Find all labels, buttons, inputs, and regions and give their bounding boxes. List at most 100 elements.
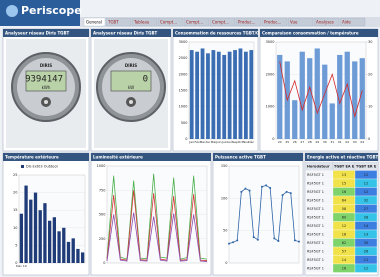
point <box>232 241 234 243</box>
panel-title: Puissance active TGBT <box>215 154 266 159</box>
gauge-brand: DIRIS <box>125 63 137 68</box>
y-tick-label: 500 <box>181 121 188 125</box>
y-tick-label: 3000 <box>266 40 275 44</box>
y-tick-label: 10 <box>13 226 17 230</box>
tab-label[interactable]: Compt... <box>160 20 177 25</box>
gauge-brand: DIRIS <box>40 63 52 68</box>
y-tick-label: 0 <box>185 137 187 141</box>
table-cell-text: RSF5GT 1 <box>307 267 324 271</box>
tab-label[interactable]: Produc... <box>238 20 255 25</box>
x-tick-label: Jan <box>188 140 194 144</box>
table-cell-text: RSF5GT 1 <box>307 190 324 194</box>
bar <box>233 50 237 139</box>
table-cell-text: 11 <box>364 258 368 262</box>
tab-label[interactable]: Analyses <box>316 20 334 25</box>
point <box>269 187 271 189</box>
point <box>249 190 251 192</box>
bar <box>206 53 210 139</box>
x-tick-label: 27 <box>300 140 304 144</box>
table-cell-text: 12 <box>364 190 368 194</box>
x-tick-label: 29 <box>315 140 319 144</box>
table-cell-text: 58 <box>342 207 346 211</box>
tab-label[interactable]: Vue <box>290 20 298 25</box>
panel-title: Consommation de ressources TGBT/Gaz <box>175 30 265 35</box>
logo-icon <box>6 5 18 17</box>
point <box>244 188 246 190</box>
y2-tick-label: 10 <box>368 105 372 109</box>
table-cell-text: RSF5GT 1 <box>307 233 324 237</box>
table-cell-text: 14 <box>364 224 369 228</box>
bar <box>277 55 282 139</box>
x-tick-label: Juil <box>221 140 227 144</box>
table-cell-text: 12 <box>364 182 368 186</box>
tab-label[interactable]: Produc... <box>264 20 281 25</box>
bar <box>29 200 32 263</box>
point <box>228 243 230 245</box>
y-tick-label: 150 <box>221 164 228 168</box>
x-tick-label: 24 <box>278 140 282 144</box>
table-cell-text: RSF5GT 1 <box>307 258 324 262</box>
x-tick-label: Déc <box>248 140 254 144</box>
y-tick-label: 2000 <box>266 72 275 76</box>
tab-label[interactable]: Compt... <box>186 20 203 25</box>
y-tick-label: 1000 <box>179 105 188 109</box>
y2-tick-label: 30 <box>368 40 372 44</box>
gauge-unit: kW <box>128 85 134 90</box>
bar <box>62 228 65 263</box>
y-tick-label: 500 <box>99 213 106 217</box>
bar <box>217 52 221 139</box>
point <box>298 241 300 243</box>
table-cell-text: 64 <box>342 199 347 203</box>
bar <box>315 48 320 139</box>
bar <box>322 65 327 139</box>
bar <box>76 249 79 263</box>
table-cell-text: RSF5GT 1 <box>307 216 324 220</box>
bar <box>330 103 335 139</box>
bar <box>307 58 312 139</box>
y-tick-label: 0 <box>272 137 274 141</box>
gauge-knob-center <box>129 100 133 104</box>
bar <box>239 48 243 139</box>
point <box>236 239 238 241</box>
y-tick-label: 15 <box>13 208 17 212</box>
table-cell-text: 12 <box>364 267 368 271</box>
panel-title: Comparaison consommation / température <box>262 30 359 35</box>
bar <box>352 61 357 139</box>
x-tick-label: 02 <box>345 140 349 144</box>
bar <box>222 55 226 139</box>
panel-title: Analyseur réseau Diris TGBT <box>5 30 70 35</box>
tab-label[interactable]: General <box>86 20 102 25</box>
bar <box>292 100 297 139</box>
table-cell-text: 27 <box>364 207 368 211</box>
x-tick-label: 03 <box>353 140 357 144</box>
point <box>290 192 292 194</box>
gauge-reading: 9394147 <box>25 75 63 85</box>
point <box>253 236 255 238</box>
panel-title: Energie active et réactive TGBT <box>307 154 379 159</box>
y-tick-label: 2500 <box>179 56 188 60</box>
tab-label[interactable]: Compt... <box>212 20 229 25</box>
column-header-label: Horodateur <box>307 165 330 169</box>
table-cell-text: RSF5GT 1 <box>307 250 324 254</box>
y-tick-label: 250 <box>99 237 106 241</box>
table-cell-text: 16 <box>342 267 346 271</box>
point <box>240 191 242 193</box>
tab-label[interactable]: TGBT <box>107 20 119 25</box>
bar <box>211 50 215 139</box>
table-cell-text: 32 <box>364 199 368 203</box>
y-tick-label: 2000 <box>179 72 188 76</box>
tab-label[interactable]: Tableau <box>133 20 150 25</box>
logo: Periscope <box>21 4 82 17</box>
bar <box>43 203 46 263</box>
bar <box>360 58 365 139</box>
y2-tick-label: 0 <box>368 137 370 141</box>
table-cell-text: 62 <box>342 241 346 245</box>
panel-title: Analyseur réseau Diris TGBT <box>93 30 158 35</box>
point <box>265 184 267 186</box>
tab-label[interactable]: Aide <box>342 20 351 25</box>
x-tick-label: 04 <box>360 140 364 144</box>
table-cell-text: RSF5GT 1 <box>307 224 324 228</box>
panel-title: Luminosité extérieure <box>93 154 143 159</box>
table-cell-text: 12 <box>364 173 368 177</box>
table-cell-text: 13 <box>342 173 346 177</box>
